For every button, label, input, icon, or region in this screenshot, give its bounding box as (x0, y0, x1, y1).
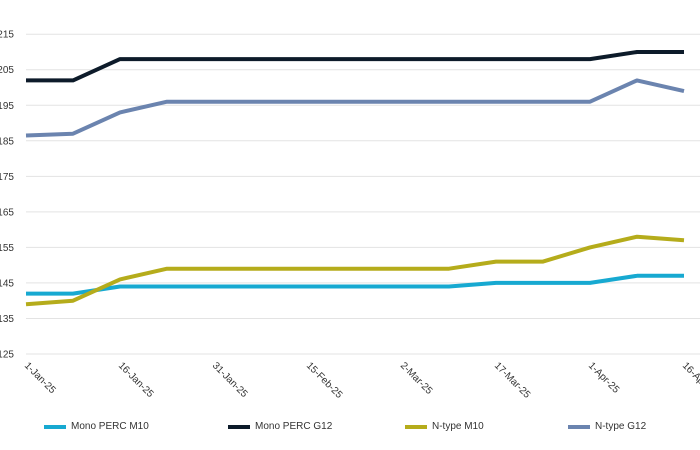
legend-label: N-type M10 (432, 421, 484, 432)
y-tick-label: 0.155 (0, 243, 14, 254)
y-tick-label: 0.125 (0, 350, 14, 361)
x-tick-label: 31-Jan-25 (210, 360, 250, 400)
legend-swatch (228, 424, 250, 429)
y-tick-label: 0.185 (0, 136, 14, 147)
x-tick-label: 15-Feb-25 (304, 360, 345, 401)
y-tick-label: 0.145 (0, 278, 14, 289)
legend-label: Mono PERC G12 (255, 421, 333, 432)
series-line-n-type-g12 (25, 78, 685, 138)
legend-swatch (405, 424, 427, 429)
legend-item: N-type M10 (405, 421, 484, 432)
y-tick-label: 0.205 (0, 65, 14, 76)
x-tick-label: 17-Mar-25 (492, 360, 533, 401)
series-line-mono-perc-g12 (26, 50, 684, 83)
series-lines (25, 50, 685, 307)
legend-label: Mono PERC M10 (71, 421, 149, 432)
y-tick-label: 0.175 (0, 172, 14, 183)
legend-item: Mono PERC M10 (44, 421, 149, 432)
legend-item: Mono PERC G12 (228, 421, 332, 432)
x-tick-label: 2-Mar-25 (398, 360, 435, 397)
legend-label: N-type G12 (595, 421, 647, 432)
y-axis-ticks: 0.125 0.135 0.145 0.155 0.165 0.175 0.185 0.195… (0, 30, 14, 361)
x-tick-label: 16-Apr-25 (680, 360, 700, 400)
x-tick-label: 1-Jan-25 (22, 360, 58, 396)
legend-swatch (568, 424, 590, 429)
chart-legend: Mono PERC M10 Mono PERC G12 N-type M10 N-ty… (0, 421, 700, 441)
legend-swatch (44, 424, 66, 429)
gridlines (26, 33, 700, 355)
x-tick-label: 16-Jan-25 (116, 360, 156, 400)
y-tick-label: 0.165 (0, 207, 14, 218)
y-tick-label: 0.135 (0, 314, 14, 325)
y-tick-label: 0.195 (0, 101, 14, 112)
x-tick-label: 1-Apr-25 (586, 360, 622, 396)
series-line-n-type-m10 (25, 234, 685, 307)
legend-item: N-type G12 (568, 421, 646, 432)
x-axis-ticks: 1-Jan-25 16-Jan-25 31-Jan-25 15-Feb-25 2-Mar… (22, 360, 700, 401)
y-tick-label: 0.215 (0, 30, 14, 41)
series-line-mono-perc-m10 (26, 273, 684, 296)
